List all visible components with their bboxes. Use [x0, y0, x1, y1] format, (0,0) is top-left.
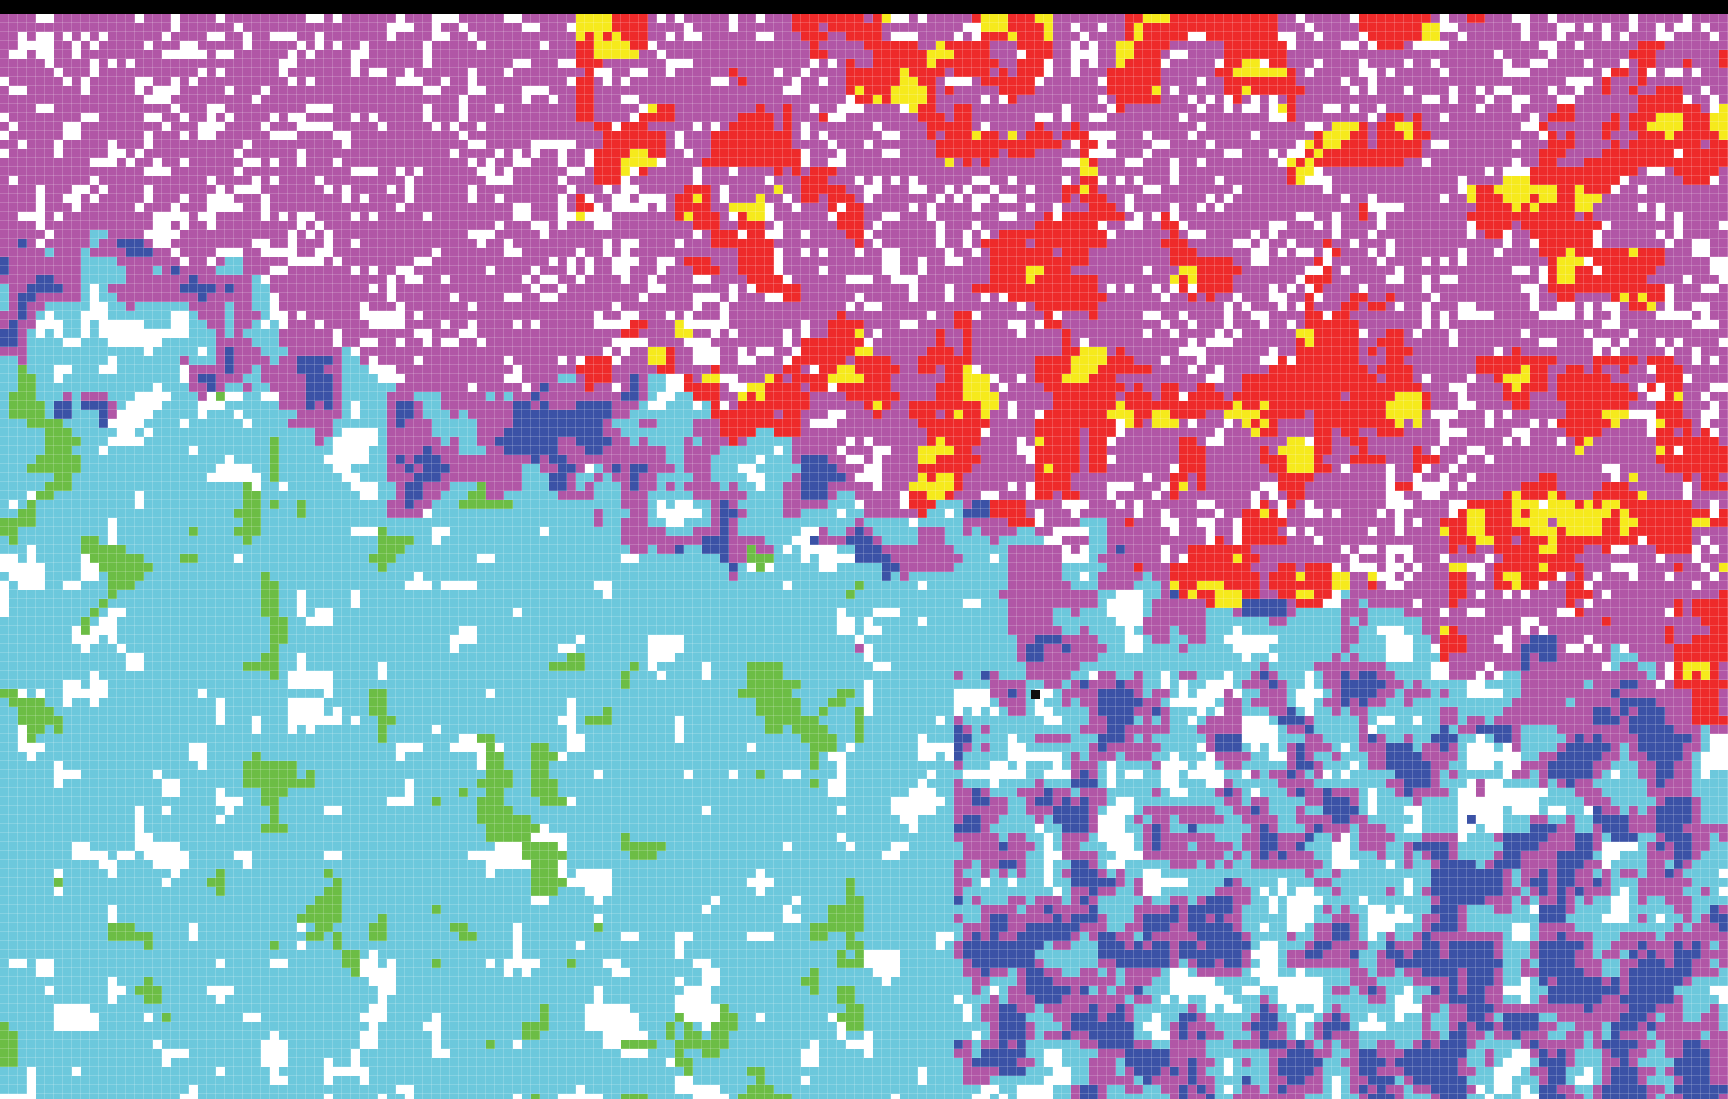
segmentation-map-panel — [0, 14, 1728, 1099]
selected-pixel-marker — [1031, 690, 1040, 699]
segmentation-map-canvas — [0, 14, 1728, 1099]
top-black-bar — [0, 0, 1728, 14]
